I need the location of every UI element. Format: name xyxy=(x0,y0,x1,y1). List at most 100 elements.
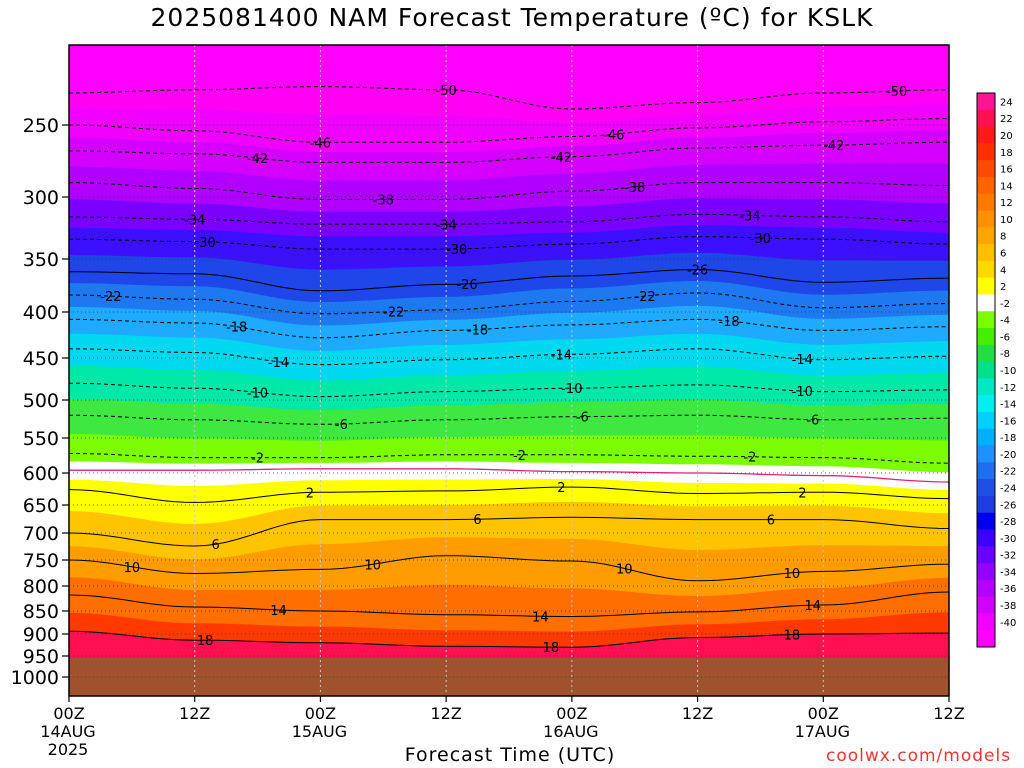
isotherm-label-text: -2 xyxy=(251,452,264,467)
isotherm-label-text: -6 xyxy=(806,414,819,429)
isotherm-line xyxy=(69,292,949,315)
isotherm-line xyxy=(69,318,949,339)
isotherm-label: -46 xyxy=(603,128,624,143)
isotherm-label-text: -30 xyxy=(195,236,216,251)
isotherm-line xyxy=(69,269,949,292)
isotherm-label-text: -38 xyxy=(624,181,645,196)
y-tick-label: 800 xyxy=(23,576,59,598)
chart-title: 2025081400 NAM Forecast Temperature (ºC)… xyxy=(150,3,874,32)
isotherm-label: -6 xyxy=(806,414,819,429)
x-tick-label: 12Z xyxy=(682,704,713,723)
x-tick-label: 17AUG xyxy=(795,722,850,741)
isotherm-label-text: -22 xyxy=(383,305,404,320)
isotherm-label-text: 6 xyxy=(473,513,481,528)
y-tick-label: 950 xyxy=(23,646,59,668)
isotherm-label: -10 xyxy=(792,385,813,400)
plot-frame xyxy=(68,44,950,697)
isotherm-label: -30 xyxy=(195,236,216,251)
isotherm-label-text: -14 xyxy=(792,353,813,368)
isotherm-label-text: 10 xyxy=(616,562,633,577)
isotherm-label-text: 18 xyxy=(543,641,560,656)
isotherm-label-text: -22 xyxy=(635,290,656,305)
x-tick-label: 15AUG xyxy=(292,722,347,741)
isotherm-label-text: -22 xyxy=(100,290,121,305)
isotherm-label: 14 xyxy=(805,599,822,614)
grid-lines xyxy=(69,45,949,696)
isotherm-label: -50 xyxy=(436,84,457,99)
isotherm-label-text: -50 xyxy=(436,84,457,99)
isotherm-label-text: -18 xyxy=(467,324,488,339)
isotherm-label-text: 18 xyxy=(784,629,801,644)
isotherm-line xyxy=(69,630,949,648)
isotherm-label: 18 xyxy=(197,634,214,649)
isotherm-contours xyxy=(69,86,949,648)
isotherm-label: 14 xyxy=(532,610,549,625)
isotherm-label-text: -30 xyxy=(446,243,467,258)
isotherm-line xyxy=(69,348,949,366)
isotherm-label: 10 xyxy=(616,562,633,577)
isotherm-label-text: 2 xyxy=(798,486,806,501)
isotherm-label-text: -10 xyxy=(792,385,813,400)
isotherm-label: 18 xyxy=(784,629,801,644)
y-tick-label: 450 xyxy=(23,348,59,370)
isotherm-label-text: -50 xyxy=(886,85,907,100)
credit-text: coolwx.com/models xyxy=(826,746,1012,766)
isotherm-label: -30 xyxy=(446,243,467,258)
x-tick-label: 14AUG xyxy=(40,722,95,741)
isotherm-label-text: -42 xyxy=(247,152,268,167)
isotherm-label: -10 xyxy=(247,386,268,401)
y-tick-label: 900 xyxy=(23,624,59,646)
isotherm-label-text: -34 xyxy=(436,218,457,233)
isotherm-label: -30 xyxy=(750,232,771,247)
isotherm-label-text: -42 xyxy=(551,151,572,166)
isotherm-label: 2 xyxy=(306,486,314,501)
isotherm-label: -38 xyxy=(373,193,394,208)
isotherm-label-text: -14 xyxy=(268,356,289,371)
isotherm-label: -42 xyxy=(823,139,844,154)
isotherm-label-text: -46 xyxy=(603,128,624,143)
isotherm-label-text: -14 xyxy=(551,348,572,363)
y-tick-label: 400 xyxy=(23,302,59,324)
isotherm-label-text: 14 xyxy=(532,610,549,625)
isotherm-label-text: -2 xyxy=(743,451,756,466)
x-tick-label: 12Z xyxy=(179,704,210,723)
isotherm-label: -22 xyxy=(100,290,121,305)
isotherm-label-text: -2 xyxy=(513,449,526,464)
isotherm-label-text: 14 xyxy=(805,599,822,614)
isotherm-line xyxy=(69,555,949,582)
isotherm-label-text: -10 xyxy=(247,386,268,401)
isotherm-label: -42 xyxy=(551,151,572,166)
x-tick-label: 2025 xyxy=(48,740,89,759)
y-tick-label: 850 xyxy=(23,601,59,623)
isotherm-label: -46 xyxy=(310,136,331,151)
isotherm-label: -14 xyxy=(792,353,813,368)
isotherm-label-text: -6 xyxy=(335,418,348,433)
isotherm-label: -14 xyxy=(268,356,289,371)
isotherm-label-text: -46 xyxy=(310,136,331,151)
isotherm-label: -22 xyxy=(383,305,404,320)
y-tick-label: 550 xyxy=(23,428,59,450)
x-tick-label: 00Z xyxy=(305,704,336,723)
isotherm-label-text: 14 xyxy=(270,604,287,619)
isotherm-label-text: 2 xyxy=(306,486,314,501)
isotherm-line xyxy=(69,516,949,547)
isotherm-label-text: 6 xyxy=(212,538,220,553)
isotherm-label-text: -18 xyxy=(226,321,247,336)
isotherm-label-text: 10 xyxy=(124,561,141,576)
x-axis-title: Forecast Time (UTC) xyxy=(404,744,616,766)
y-tick-label: 600 xyxy=(23,463,59,485)
isotherm-label: 10 xyxy=(784,567,801,582)
isotherm-label: 6 xyxy=(212,538,220,553)
isotherm-label-text: 2 xyxy=(557,481,565,496)
x-tick-label: 16AUG xyxy=(543,722,598,741)
isotherm-label-text: -34 xyxy=(739,209,760,224)
y-tick-label: 1000 xyxy=(11,667,59,689)
isotherm-label: -34 xyxy=(436,218,457,233)
isotherm-line xyxy=(69,86,949,110)
x-tick-label: 00Z xyxy=(556,704,587,723)
y-tick-label: 750 xyxy=(23,550,59,572)
isotherm-label: -34 xyxy=(739,209,760,224)
isotherm-label: -2 xyxy=(743,451,756,466)
isotherm-line xyxy=(69,486,949,503)
